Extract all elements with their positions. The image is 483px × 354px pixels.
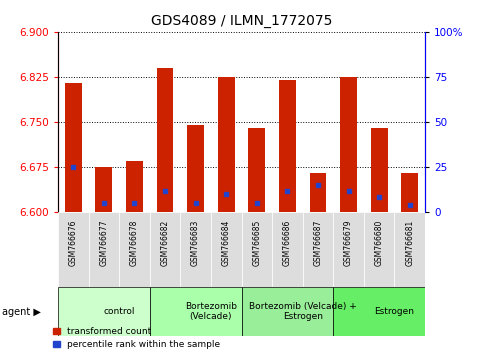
Bar [242, 287, 333, 336]
Bar [364, 212, 395, 287]
Text: GSM766679: GSM766679 [344, 220, 353, 266]
Bar [58, 212, 88, 287]
Bar [65, 83, 82, 212]
Text: GSM766678: GSM766678 [130, 220, 139, 266]
Bar [395, 212, 425, 287]
Bar [156, 68, 173, 212]
Text: Bortezomib (Velcade) +
Estrogen: Bortezomib (Velcade) + Estrogen [249, 302, 356, 321]
Bar [58, 287, 150, 336]
Bar [88, 212, 119, 287]
Bar [371, 128, 387, 212]
Text: GSM766682: GSM766682 [160, 220, 170, 266]
Bar [150, 287, 242, 336]
Bar [126, 161, 143, 212]
Bar [150, 212, 180, 287]
Text: GSM766681: GSM766681 [405, 220, 414, 266]
Bar [211, 212, 242, 287]
Bar [310, 173, 327, 212]
Bar [340, 77, 357, 212]
Text: Estrogen: Estrogen [374, 307, 414, 316]
Title: GDS4089 / ILMN_1772075: GDS4089 / ILMN_1772075 [151, 14, 332, 28]
Text: Bortezomib
(Velcade): Bortezomib (Velcade) [185, 302, 237, 321]
Bar [96, 167, 112, 212]
Bar [119, 212, 150, 287]
Text: GSM766684: GSM766684 [222, 220, 231, 266]
Bar [218, 77, 235, 212]
Text: agent ▶: agent ▶ [2, 307, 41, 316]
Text: GSM766683: GSM766683 [191, 220, 200, 266]
Legend: transformed count, percentile rank within the sample: transformed count, percentile rank withi… [53, 327, 220, 349]
Bar [242, 212, 272, 287]
Bar [272, 212, 303, 287]
Text: GSM766680: GSM766680 [375, 220, 384, 266]
Bar [187, 125, 204, 212]
Bar [180, 212, 211, 287]
Bar [279, 80, 296, 212]
Bar [333, 212, 364, 287]
Text: GSM766687: GSM766687 [313, 220, 323, 266]
Text: GSM766686: GSM766686 [283, 220, 292, 266]
Text: GSM766676: GSM766676 [69, 220, 78, 266]
Text: GSM766677: GSM766677 [99, 220, 108, 266]
Bar [401, 173, 418, 212]
Bar [333, 287, 425, 336]
Bar [303, 212, 333, 287]
Text: GSM766685: GSM766685 [252, 220, 261, 266]
Text: control: control [103, 307, 135, 316]
Bar [248, 128, 265, 212]
